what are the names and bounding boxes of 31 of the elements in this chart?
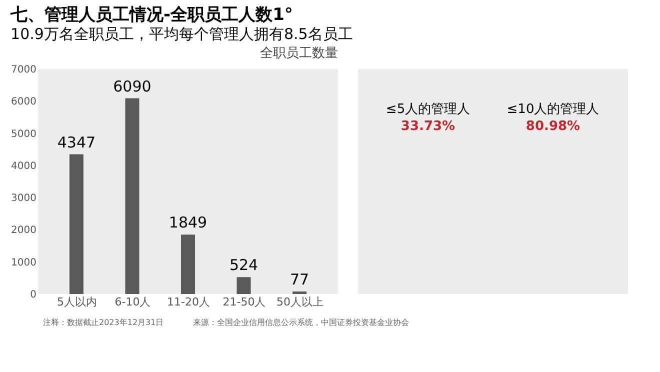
- text: 80.98%: [526, 119, 580, 134]
- data-label: 4347: [57, 133, 96, 152]
- text: ≤10人的管理人: [506, 102, 600, 117]
- bar: [236, 277, 251, 294]
- x-tick-label: 11-20人: [167, 296, 210, 308]
- x-tick-label: 6-10人: [114, 296, 151, 308]
- text: 全职员工数量: [260, 46, 338, 61]
- data-label: 1849: [168, 214, 208, 232]
- data-label: 77: [290, 270, 310, 289]
- x-tick-label: 50人以上: [276, 296, 324, 308]
- chart-subtitle: 10.9万名全职员工，平均每个管理人拥有8.5名员工: [10, 25, 353, 43]
- y-tick-label: 2000: [11, 225, 36, 236]
- text: ≤5人的管理人: [386, 102, 470, 117]
- y-tick-label: 6000: [11, 96, 36, 108]
- y-tick-label: 0: [30, 290, 36, 300]
- text: 注释：数据截止2023年12月31日: [43, 318, 164, 327]
- data-label: 6090: [113, 77, 152, 96]
- bar: [69, 154, 84, 294]
- bar: [181, 234, 195, 294]
- x-tick-label: 5人以内: [56, 296, 97, 308]
- y-tick-label: 3000: [11, 193, 36, 204]
- bar: [125, 98, 140, 294]
- y-tick-label: 4000: [11, 160, 36, 172]
- y-tick-label: 7000: [11, 64, 36, 76]
- chart-title: 七、管理人员工情况-全职员工人数1°: [10, 5, 293, 25]
- data-label: 524: [229, 256, 258, 274]
- text: 33.73%: [400, 119, 456, 134]
- y-tick-label: 1000: [11, 257, 36, 268]
- y-tick-label: 5000: [11, 128, 36, 140]
- source-note: 来源：全国企业信用信息公示系统，中国证券投资基金业协会: [193, 318, 409, 327]
- x-tick-label: 21-50人: [222, 296, 266, 308]
